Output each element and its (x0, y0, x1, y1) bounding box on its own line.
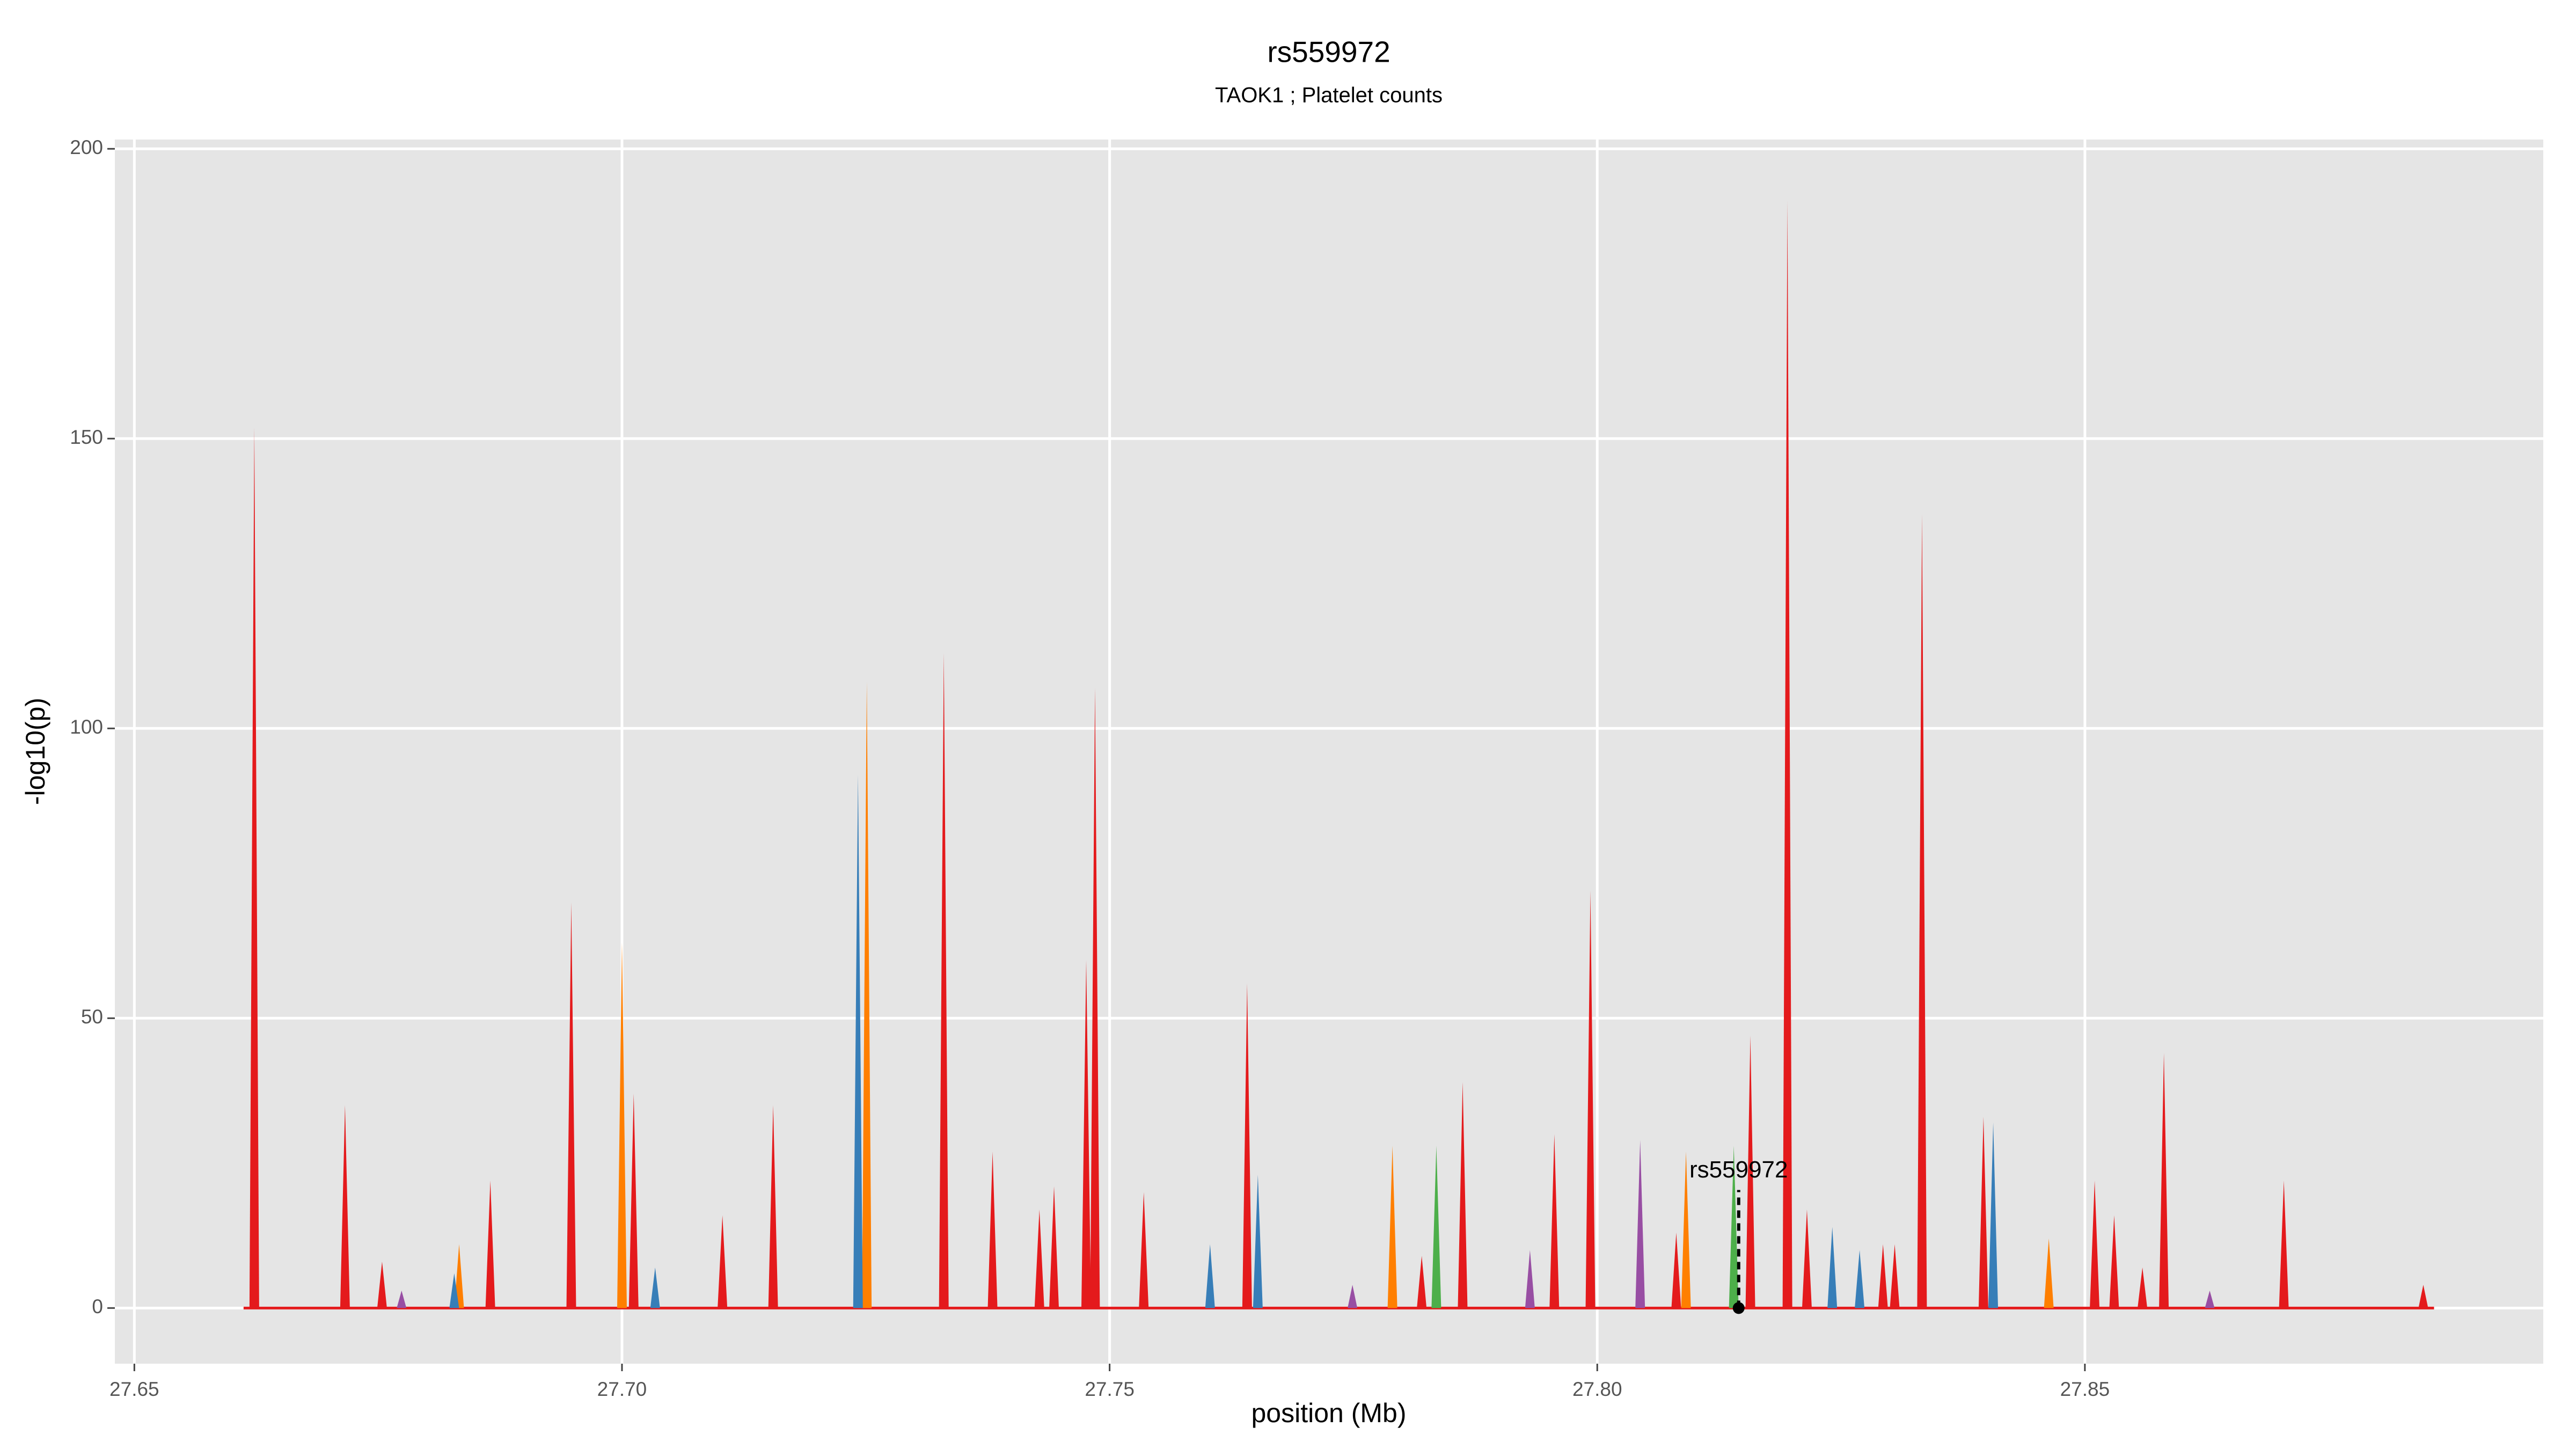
spike (1802, 1209, 1812, 1308)
y-tick-label: 200 (70, 136, 103, 158)
spike (1878, 1244, 1888, 1308)
x-tick-label: 27.65 (109, 1378, 159, 1400)
spike (650, 1267, 660, 1308)
spike (340, 1105, 350, 1308)
spike (1827, 1227, 1838, 1308)
y-tick-label: 150 (70, 426, 103, 448)
spike (1978, 1116, 1988, 1308)
spike (1782, 201, 1792, 1308)
spike (1431, 1145, 1441, 1308)
x-tick-label: 27.75 (1085, 1378, 1135, 1400)
spike (2090, 1180, 2100, 1308)
spike (485, 1180, 495, 1308)
spike (2138, 1267, 2148, 1308)
plot-background (115, 140, 2543, 1364)
spike (249, 427, 259, 1308)
spike (1585, 890, 1596, 1308)
y-tick-label: 50 (81, 1006, 103, 1028)
spike (718, 1215, 728, 1308)
spike (1890, 1244, 1900, 1308)
y-tick-label: 0 (92, 1296, 103, 1318)
spike (1139, 1192, 1149, 1308)
spike (853, 774, 863, 1308)
y-tick-label: 100 (70, 716, 103, 738)
spike (1348, 1285, 1358, 1308)
spike (2159, 1053, 2169, 1308)
spike (2044, 1238, 2054, 1308)
x-tick-label: 27.80 (1572, 1378, 1622, 1400)
spike (1458, 1082, 1468, 1308)
spike (2205, 1290, 2215, 1308)
spike (377, 1261, 387, 1308)
spike (987, 1151, 998, 1308)
x-axis-title: position (Mb) (1252, 1398, 1407, 1428)
spike (2279, 1180, 2289, 1308)
spike (1855, 1250, 1865, 1308)
spike (1635, 1140, 1645, 1308)
annotation-label: rs559972 (1689, 1157, 1788, 1183)
spike (1049, 1186, 1059, 1308)
spike (2418, 1285, 2428, 1308)
chart-subtitle: TAOK1 ; Platelet counts (1215, 84, 1443, 107)
spike (1681, 1151, 1691, 1308)
spike (939, 653, 949, 1308)
y-axis-title: -log10(p) (20, 698, 50, 805)
spike (628, 1093, 639, 1308)
spike (1549, 1134, 1560, 1308)
spike (1988, 1122, 1999, 1308)
annotation-point (1732, 1302, 1745, 1314)
spike (2109, 1215, 2119, 1308)
spike (1671, 1232, 1681, 1308)
spike (1253, 1174, 1263, 1308)
spike (1745, 1035, 1755, 1308)
x-tick-label: 27.85 (2060, 1378, 2110, 1400)
spike (617, 942, 627, 1308)
spike (397, 1290, 407, 1308)
spike (1917, 514, 1927, 1308)
spike (1387, 1145, 1397, 1308)
spike (1205, 1244, 1215, 1308)
chart-title: rs559972 (1267, 35, 1390, 69)
spike (566, 902, 576, 1308)
spike (1242, 983, 1252, 1308)
x-tick-label: 27.70 (597, 1378, 647, 1400)
spike (449, 1273, 459, 1308)
spike (768, 1105, 778, 1308)
spike (1525, 1250, 1535, 1308)
spike (1417, 1256, 1427, 1308)
spike (1090, 687, 1100, 1308)
spike (1034, 1209, 1044, 1308)
spike (1081, 960, 1091, 1308)
spike (862, 682, 872, 1308)
spike (1729, 1145, 1739, 1308)
